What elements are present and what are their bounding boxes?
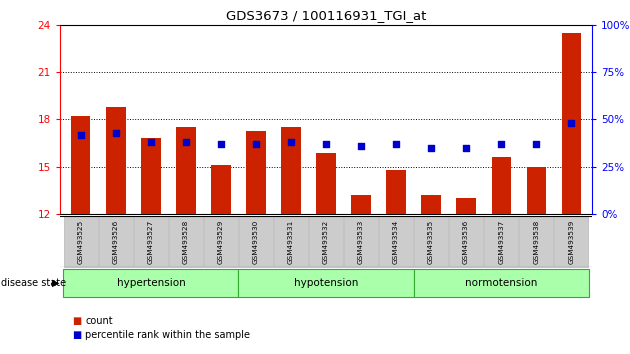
- FancyBboxPatch shape: [134, 216, 168, 267]
- Bar: [421, 195, 441, 214]
- Text: disease state: disease state: [1, 278, 66, 288]
- FancyBboxPatch shape: [64, 269, 239, 297]
- Text: count: count: [85, 316, 113, 326]
- Text: ▶: ▶: [52, 278, 60, 288]
- Text: GSM493533: GSM493533: [358, 219, 364, 264]
- Point: [146, 139, 156, 145]
- Text: normotension: normotension: [465, 278, 537, 288]
- Text: GSM493526: GSM493526: [113, 219, 119, 264]
- Text: GSM493539: GSM493539: [568, 219, 574, 264]
- Text: hypotension: hypotension: [294, 278, 358, 288]
- FancyBboxPatch shape: [309, 216, 343, 267]
- Bar: [246, 131, 266, 214]
- Bar: [457, 198, 476, 214]
- Text: percentile rank within the sample: percentile rank within the sample: [85, 330, 250, 340]
- Text: GSM493536: GSM493536: [463, 219, 469, 264]
- FancyBboxPatch shape: [344, 216, 378, 267]
- Bar: [282, 127, 301, 214]
- FancyBboxPatch shape: [484, 216, 518, 267]
- Point: [496, 141, 506, 147]
- Bar: [106, 107, 125, 214]
- Point: [181, 139, 191, 145]
- Text: GSM493528: GSM493528: [183, 219, 189, 264]
- Text: GSM493527: GSM493527: [148, 219, 154, 264]
- Bar: [386, 170, 406, 214]
- FancyBboxPatch shape: [274, 216, 308, 267]
- Bar: [491, 157, 511, 214]
- Text: hypertension: hypertension: [117, 278, 185, 288]
- Text: GSM493534: GSM493534: [393, 219, 399, 264]
- Point: [426, 145, 436, 151]
- Point: [531, 141, 541, 147]
- Point: [461, 145, 471, 151]
- FancyBboxPatch shape: [99, 216, 133, 267]
- Bar: [561, 33, 581, 214]
- Bar: [527, 167, 546, 214]
- Text: GSM493538: GSM493538: [533, 219, 539, 264]
- Text: GSM493531: GSM493531: [288, 219, 294, 264]
- Point: [356, 143, 366, 149]
- Point: [76, 132, 86, 137]
- Bar: [176, 127, 195, 214]
- Point: [391, 141, 401, 147]
- FancyBboxPatch shape: [413, 269, 588, 297]
- FancyBboxPatch shape: [169, 216, 203, 267]
- Title: GDS3673 / 100116931_TGI_at: GDS3673 / 100116931_TGI_at: [226, 9, 427, 22]
- FancyBboxPatch shape: [379, 216, 413, 267]
- Bar: [316, 153, 336, 214]
- FancyBboxPatch shape: [204, 216, 238, 267]
- Bar: [352, 195, 370, 214]
- Point: [251, 141, 261, 147]
- Text: GSM493537: GSM493537: [498, 219, 504, 264]
- Point: [216, 141, 226, 147]
- Text: GSM493535: GSM493535: [428, 219, 434, 264]
- Point: [321, 141, 331, 147]
- FancyBboxPatch shape: [239, 216, 273, 267]
- Text: GSM493532: GSM493532: [323, 219, 329, 264]
- FancyBboxPatch shape: [415, 216, 448, 267]
- Text: GSM493530: GSM493530: [253, 219, 259, 264]
- Bar: [211, 165, 231, 214]
- Point: [286, 139, 296, 145]
- Text: GSM493525: GSM493525: [78, 219, 84, 264]
- FancyBboxPatch shape: [519, 216, 553, 267]
- FancyBboxPatch shape: [554, 216, 588, 267]
- Point: [566, 120, 576, 126]
- FancyBboxPatch shape: [449, 216, 483, 267]
- FancyBboxPatch shape: [239, 269, 413, 297]
- Bar: [71, 116, 91, 214]
- FancyBboxPatch shape: [64, 216, 98, 267]
- Bar: [141, 138, 161, 214]
- Text: GSM493529: GSM493529: [218, 219, 224, 264]
- Text: ■: ■: [72, 316, 82, 326]
- Text: ■: ■: [72, 330, 82, 340]
- Point: [111, 130, 121, 136]
